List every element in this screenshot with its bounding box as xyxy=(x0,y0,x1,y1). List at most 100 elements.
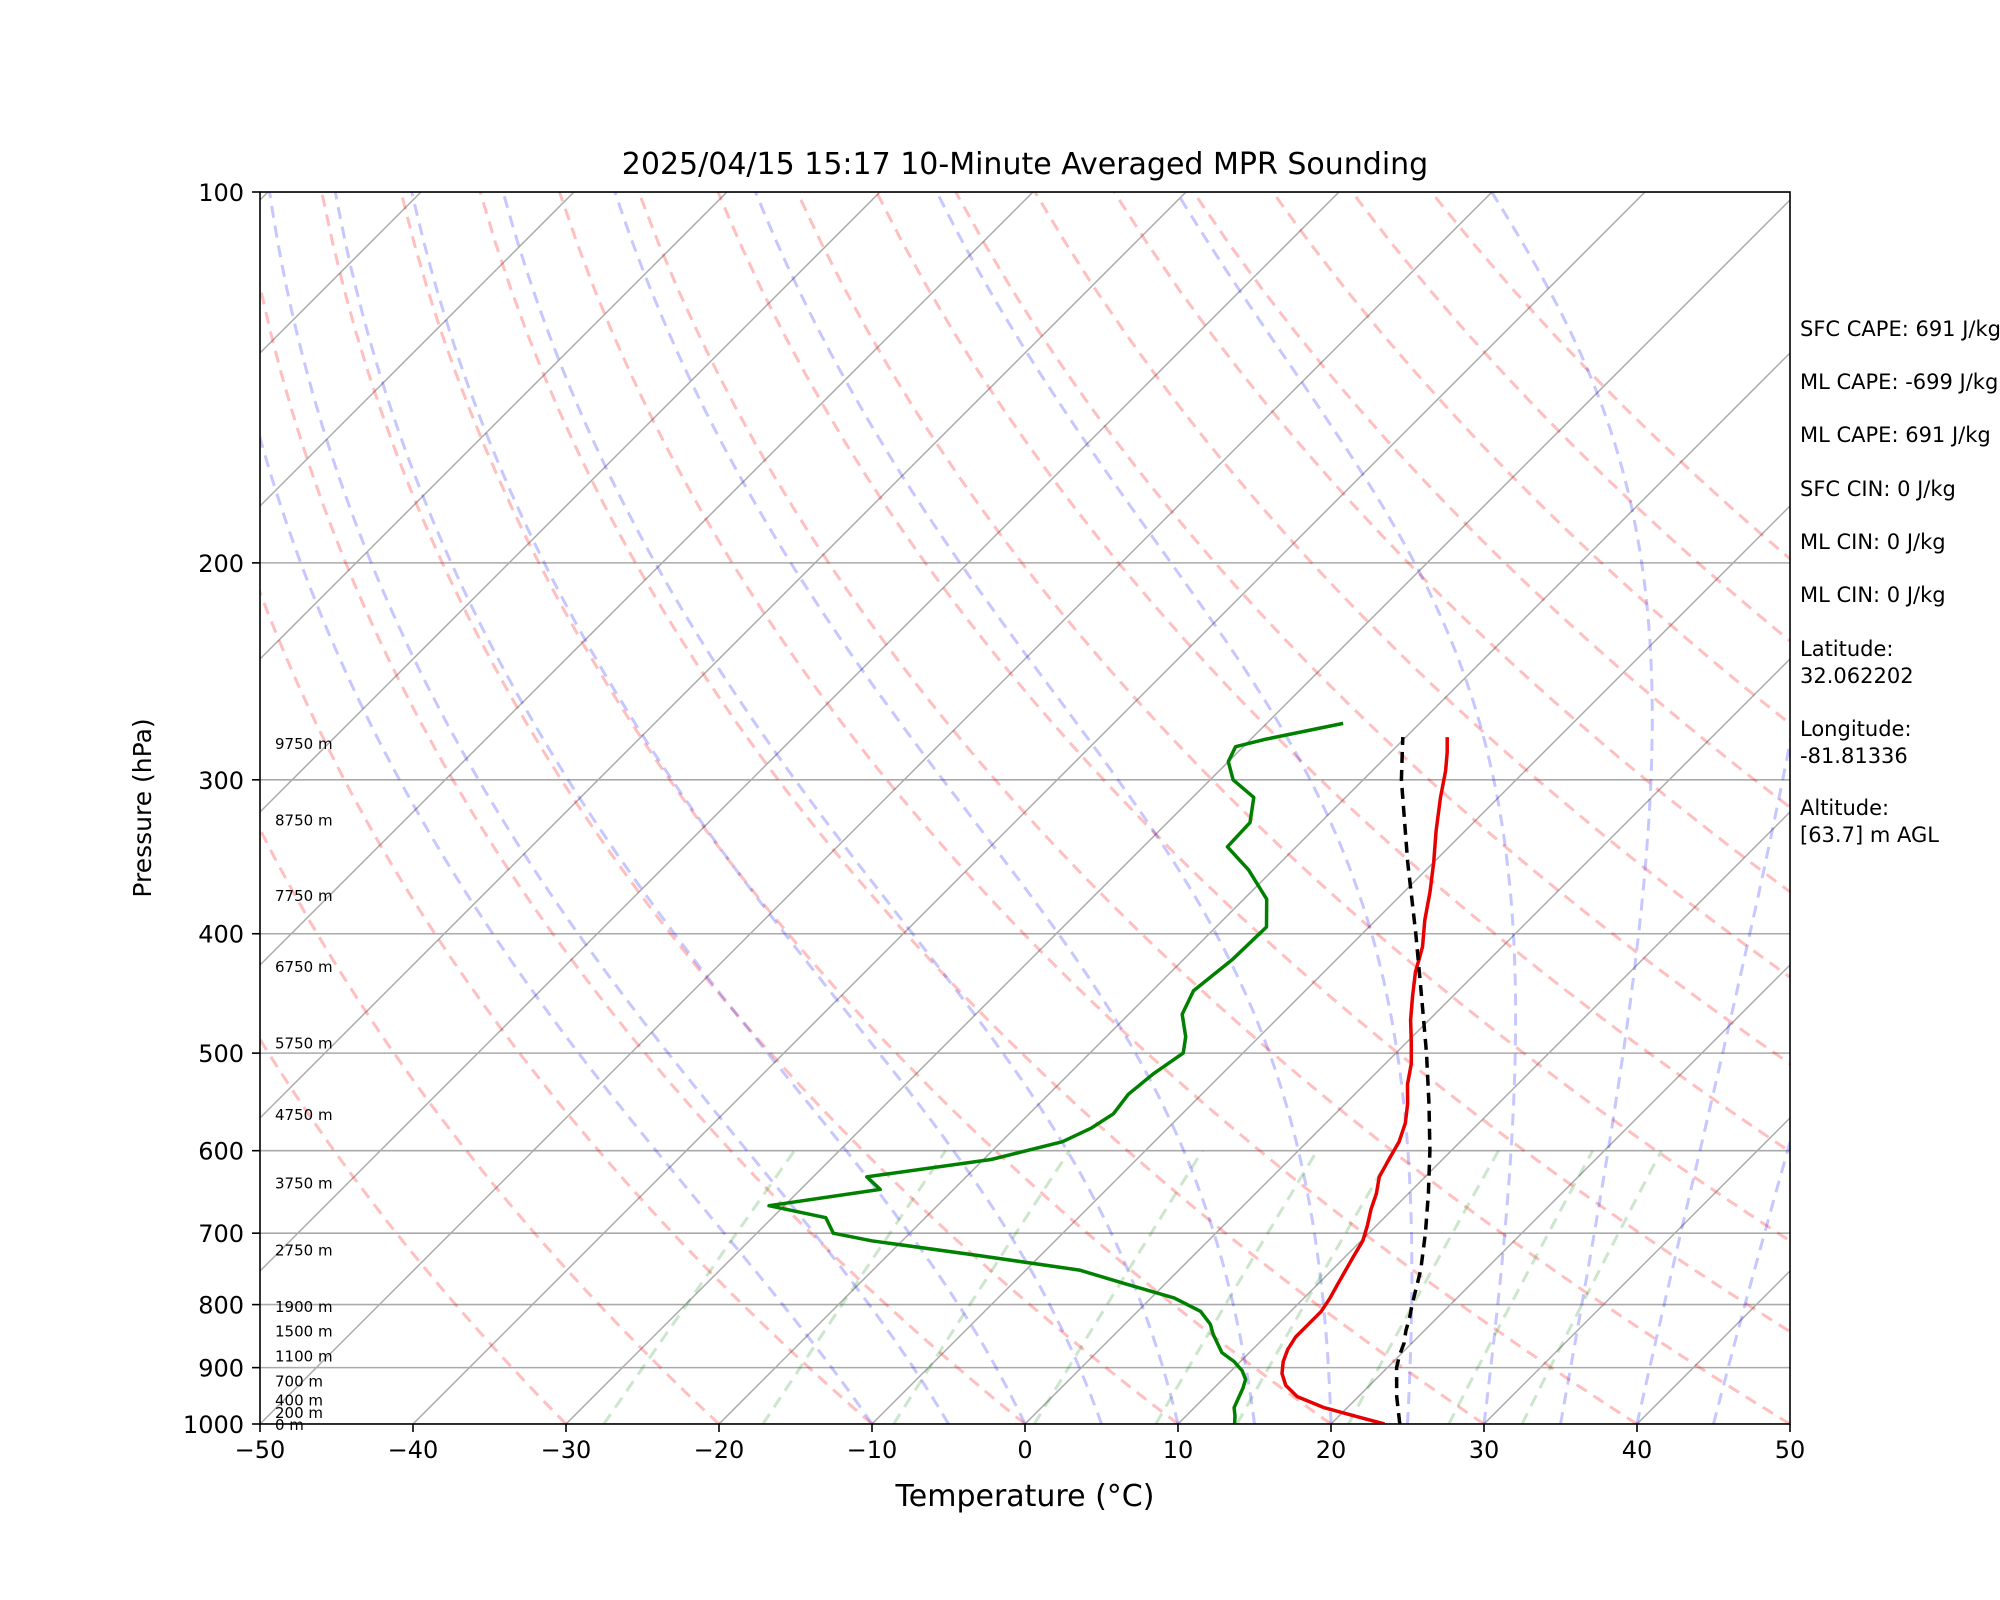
dry-adiabat-line xyxy=(260,278,1026,1424)
height-label: 1100 m xyxy=(275,1348,333,1366)
moist-adiabat-line xyxy=(754,192,1333,1424)
isotherm-line xyxy=(871,504,1790,1424)
x-tick-label: 20 xyxy=(1316,1436,1347,1464)
profile-lines xyxy=(767,721,1449,1424)
isotherm-line xyxy=(1177,810,1790,1424)
isotherm-line xyxy=(1483,1116,1790,1424)
longitude-text: Longitude: -81.81336 xyxy=(1800,717,1912,768)
moist-adiabat-line xyxy=(333,192,1027,1424)
moist-adiabat-line xyxy=(410,192,1103,1424)
height-label: 9750 m xyxy=(275,735,333,753)
isotherm-line xyxy=(718,351,1790,1424)
y-tick-label: 1000 xyxy=(183,1411,244,1439)
ml-cape-text: ML CAPE: 691 J/kg xyxy=(1800,423,1991,447)
sfc-cape-text: SFC CAPE: 691 J/kg xyxy=(1800,317,2000,341)
y-axis-label: Pressure (hPa) xyxy=(128,718,157,897)
ml-cin-text: ML CIN: 0 J/kg xyxy=(1800,583,1946,607)
x-tick-label: −20 xyxy=(694,1436,745,1464)
isotherm-line xyxy=(1330,963,1790,1424)
mixing-ratio-line xyxy=(1447,1149,1595,1424)
moist-adiabat-line xyxy=(1175,192,1518,1424)
isotherm-line xyxy=(260,192,1034,967)
height-label: 200 m xyxy=(275,1404,323,1422)
ml-cape-text: ML CAPE: -699 J/kg xyxy=(1800,370,1999,394)
background-lines xyxy=(0,192,1790,1424)
moist-adiabat-line xyxy=(268,192,950,1424)
y-tick-label: 900 xyxy=(198,1355,244,1383)
isotherm-line xyxy=(260,192,1340,1273)
x-tick-label: 50 xyxy=(1775,1436,1806,1464)
dry-adiabat-line xyxy=(716,192,1790,1334)
x-tick-label: 40 xyxy=(1622,1436,1653,1464)
temperature-line xyxy=(1280,737,1449,1424)
isotherm-line xyxy=(260,192,1493,1424)
height-label: 3750 m xyxy=(275,1175,333,1193)
y-tick-label: 500 xyxy=(198,1040,244,1068)
height-label: 7750 m xyxy=(275,887,333,905)
y-tick-label: 600 xyxy=(198,1138,244,1166)
y-tick-label: 800 xyxy=(198,1292,244,1320)
y-tick-label: 200 xyxy=(198,550,244,578)
moist-adiabat-line xyxy=(260,432,874,1424)
height-label: 5750 m xyxy=(275,1034,333,1052)
x-tick-label: 0 xyxy=(1017,1436,1032,1464)
mixing-ratio-line xyxy=(602,1149,796,1424)
mixing-ratio-line xyxy=(1347,1149,1500,1424)
isotherm-line xyxy=(260,192,575,508)
x-tick-label: −10 xyxy=(847,1436,898,1464)
isotherm-line xyxy=(1024,657,1790,1424)
height-label: 8750 m xyxy=(275,811,333,829)
plot-frame xyxy=(259,191,1791,1425)
height-label: 4750 m xyxy=(275,1106,333,1124)
mixing-ratio-line xyxy=(892,1149,1071,1424)
dewpoint-line xyxy=(767,721,1344,1424)
x-tick-label: −50 xyxy=(235,1436,286,1464)
isotherm-line xyxy=(565,198,1790,1424)
isotherm-line xyxy=(260,192,1187,1120)
moist-adiabat-line xyxy=(501,192,1180,1424)
height-label: 1900 m xyxy=(275,1298,333,1316)
x-tick-label: −40 xyxy=(388,1436,439,1464)
mixing-ratio-line xyxy=(1154,1149,1319,1424)
y-tick-label: 700 xyxy=(198,1220,244,1248)
dry-adiabat-line xyxy=(558,192,1638,1424)
moist-adiabat-line xyxy=(1635,734,1790,1424)
height-label: 6750 m xyxy=(275,958,333,976)
height-label: 2750 m xyxy=(275,1242,333,1260)
y-tick-label: 100 xyxy=(198,179,244,207)
isotherm-line xyxy=(0,192,115,1424)
dry-adiabat-line xyxy=(260,826,721,1424)
mixing-ratio-line xyxy=(1033,1149,1204,1424)
latitude-text: Latitude: 32.062202 xyxy=(1800,637,1914,688)
moist-adiabat-line xyxy=(1712,1136,1790,1424)
dry-adiabat-line xyxy=(954,192,1790,1066)
dry-adiabat-line xyxy=(478,192,1485,1424)
chart-title: 2025/04/15 15:17 10-Minute Averaged MPR … xyxy=(622,147,1428,182)
y-tick-label: 300 xyxy=(198,767,244,795)
x-tick-label: −30 xyxy=(541,1436,592,1464)
dry-adiabat-line xyxy=(320,192,1179,1424)
isotherm-line xyxy=(260,192,881,814)
dry-adiabat-line xyxy=(260,588,873,1424)
x-tick-label: 30 xyxy=(1469,1436,1500,1464)
dry-adiabat-line xyxy=(875,192,1790,1154)
ml-cin-text: ML CIN: 0 J/kg xyxy=(1800,530,1946,554)
altitude-text: Altitude: [63.7] m AGL xyxy=(1800,796,1939,847)
moist-adiabat-line xyxy=(935,192,1414,1424)
sfc-cin-text: SFC CIN: 0 J/kg xyxy=(1800,477,1956,501)
dry-adiabat-line xyxy=(637,192,1790,1424)
axis-ticks: −50 −40 −30 −20 −10 0 10 20 30 40 50 1000 900 800 700 6… xyxy=(183,179,1805,1464)
height-label: 400 m xyxy=(275,1391,323,1409)
moist-adiabat-line xyxy=(1490,192,1654,1424)
dry-adiabat-line xyxy=(260,1036,568,1424)
isotherm-line xyxy=(260,192,728,661)
moist-adiabat-line xyxy=(613,192,1256,1424)
x-axis-label: Temperature (°C) xyxy=(895,1479,1155,1514)
dry-adiabat-line xyxy=(1271,192,1790,726)
parcel-path-line xyxy=(1394,737,1432,1424)
height-label: 700 m xyxy=(275,1373,323,1391)
mixing-ratio-line xyxy=(1520,1150,1663,1424)
height-label: 1500 m xyxy=(275,1323,333,1341)
